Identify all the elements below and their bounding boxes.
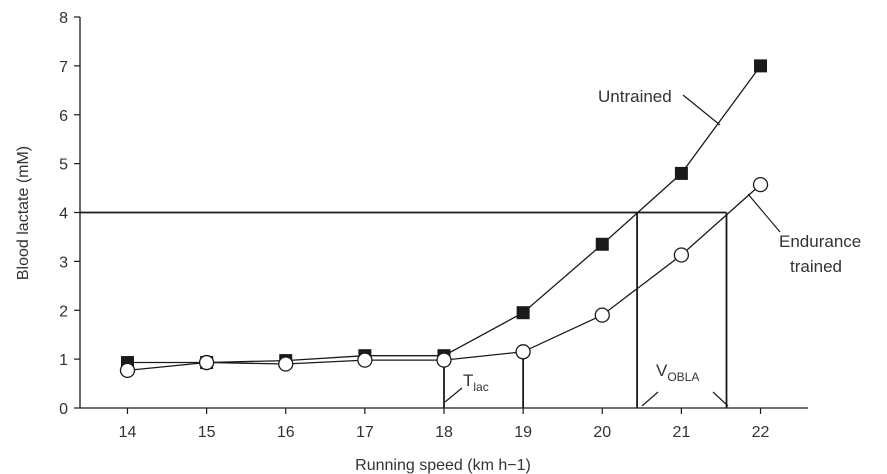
untrained-annotation: Untrained: [598, 87, 721, 126]
x-tick-label: 14: [119, 424, 137, 441]
x-tick-label: 15: [198, 424, 216, 441]
reference-lines: [80, 211, 728, 408]
tlac-leader-line: [444, 387, 463, 403]
data-point-untrained: [516, 306, 530, 320]
data-point-untrained: [754, 59, 768, 73]
data-point-endurance-trained: [594, 307, 610, 323]
data-point-endurance-trained: [752, 176, 769, 193]
y-tick-label: 1: [59, 352, 68, 369]
data-point-endurance-trained: [357, 352, 373, 368]
x-tick-label: 18: [435, 424, 453, 441]
data-point-endurance-trained: [436, 352, 452, 368]
vobla-annotation: VOBLA: [641, 361, 729, 407]
vobla-label-main: V: [656, 361, 668, 380]
y-tick-label: 4: [59, 206, 68, 223]
vobla-right-arrow: [712, 391, 729, 407]
x-tick-label: 19: [514, 424, 532, 441]
data-point-endurance-trained: [515, 344, 531, 360]
tlac-label-sub: lac: [473, 380, 488, 394]
vobla-label-sub: OBLA: [667, 370, 699, 384]
x-tick-label: 21: [672, 424, 690, 441]
untrained-label: Untrained: [598, 87, 672, 106]
axes: 0 1 2 3 4 5 6 7 8 14 15 16 17 18 19 20 21 22: [59, 10, 808, 441]
y-tick-label: 8: [59, 10, 68, 27]
untrained-leader-line: [682, 94, 721, 126]
endurance-label-line1: Endurance: [779, 232, 861, 251]
x-tick-label: 22: [752, 424, 770, 441]
y-axis-label: Blood lactate (mM): [15, 146, 32, 280]
y-tick-label: 2: [59, 303, 68, 320]
x-tick-label: 20: [593, 424, 611, 441]
endurance-annotation: Endurance trained: [747, 193, 861, 276]
tlac-label: Tlac: [463, 371, 489, 394]
tlac-annotation: Tlac: [444, 371, 489, 403]
tlac-label-main: T: [463, 371, 473, 390]
data-point-untrained: [674, 166, 688, 180]
y-tick-label: 0: [59, 401, 68, 418]
series-layer: [119, 59, 769, 379]
y-tick-label: 5: [59, 157, 68, 174]
x-tick-label: 17: [356, 424, 374, 441]
endurance-leader-line: [747, 193, 781, 233]
series-line-untrained: [127, 65, 762, 364]
x-axis-label: Running speed (km h−1): [355, 457, 531, 474]
data-point-endurance-trained: [673, 247, 690, 263]
data-point-endurance-trained: [198, 354, 215, 371]
x-tick-label: 16: [277, 424, 295, 441]
vobla-left-arrow: [641, 391, 659, 407]
series-endurance-trained: [119, 176, 769, 379]
endurance-label-line2: trained: [790, 257, 842, 276]
data-point-endurance-trained: [119, 362, 136, 379]
y-tick-label: 6: [59, 108, 68, 125]
data-point-untrained: [595, 237, 609, 251]
y-tick-label: 7: [59, 59, 68, 76]
data-point-endurance-trained: [278, 356, 294, 372]
vobla-label: VOBLA: [656, 361, 699, 384]
y-tick-label: 3: [59, 254, 68, 271]
